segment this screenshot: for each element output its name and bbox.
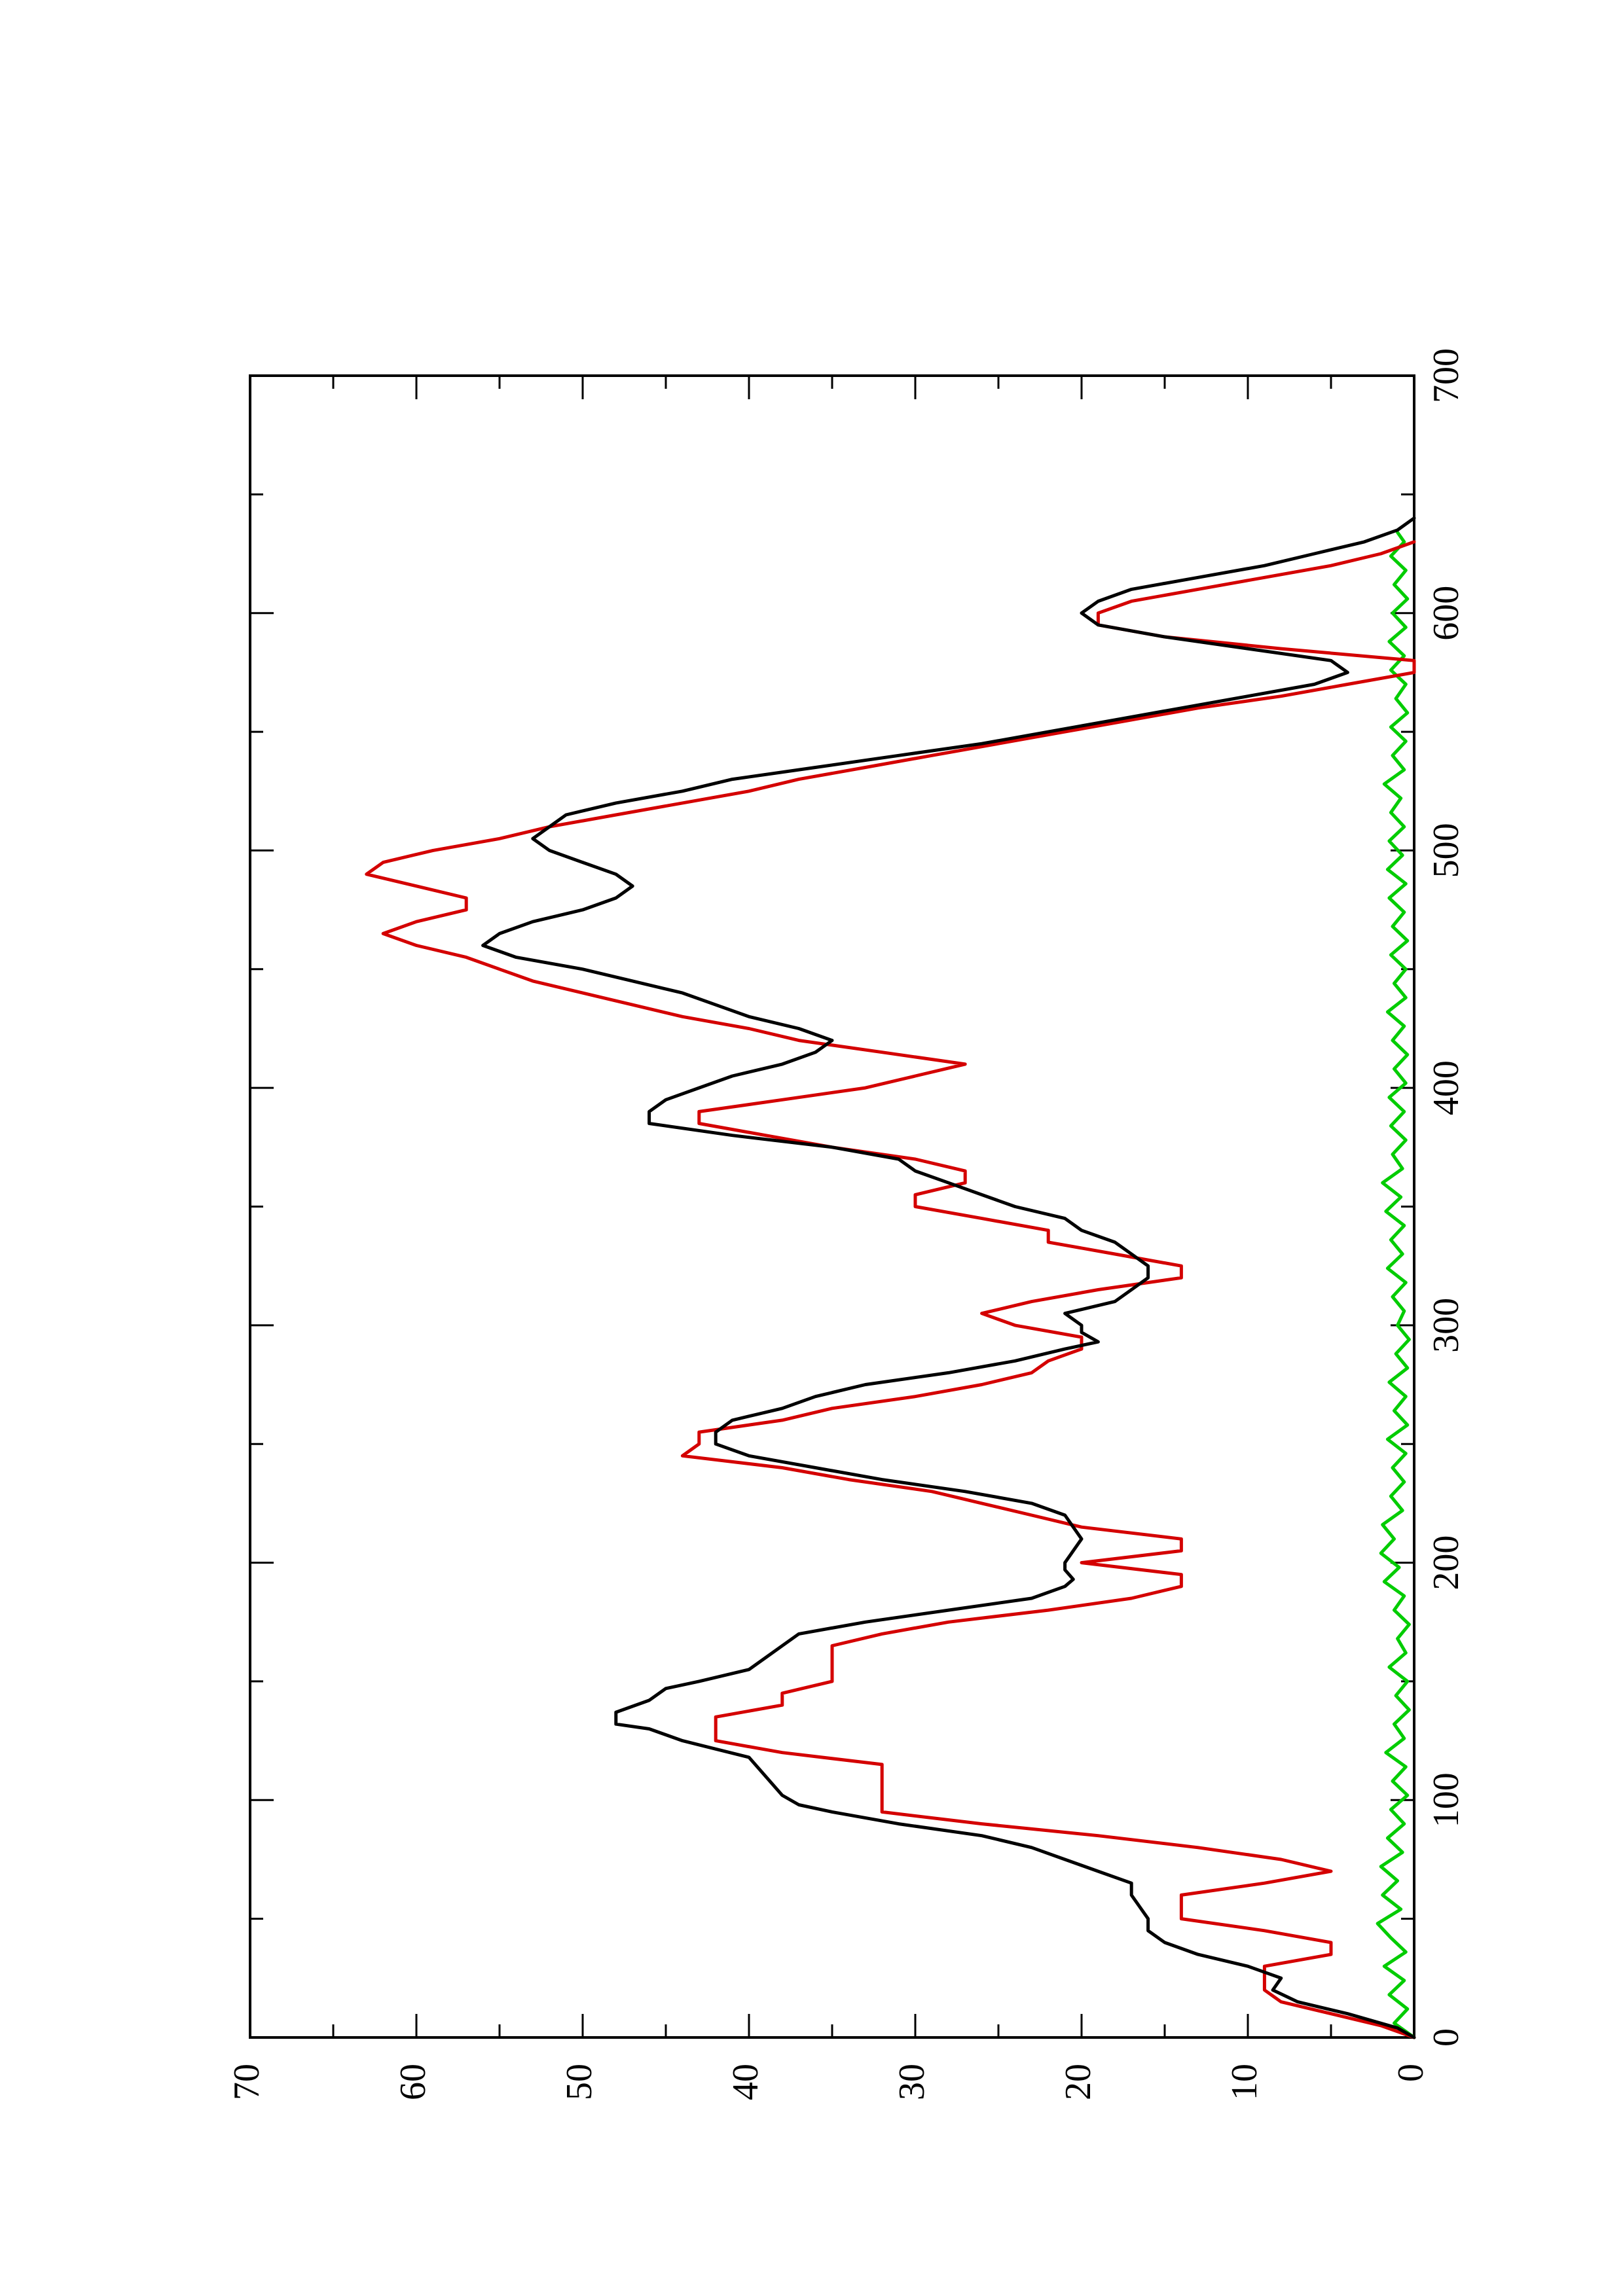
x-tick-label: 0 — [1426, 2028, 1467, 2047]
y-tick-label: 10 — [1224, 2064, 1265, 2100]
y-tick-label: 30 — [892, 2064, 932, 2100]
x-tick-label: 100 — [1426, 1772, 1467, 1827]
y-tick-label: 50 — [559, 2064, 600, 2100]
x-tick-label: 500 — [1426, 823, 1467, 878]
x-tick-label: 200 — [1426, 1535, 1467, 1590]
y-tick-label: 60 — [393, 2064, 433, 2100]
y-tick-label: 70 — [227, 2064, 267, 2100]
x-tick-label: 300 — [1426, 1298, 1467, 1353]
x-tick-label: 400 — [1426, 1060, 1467, 1115]
plot-area: 0 100 200 300 400 500 600 700 0 10 20 30 40 50 60 70 — [227, 348, 1467, 2100]
x-tick-label: 700 — [1426, 348, 1467, 403]
y-tick-label: 40 — [725, 2064, 766, 2100]
y-tick-label: 20 — [1058, 2064, 1099, 2100]
x-tick-label: 600 — [1426, 586, 1467, 641]
series-green-line — [1376, 530, 1416, 2039]
series-red-line — [365, 540, 1416, 2039]
plot-frame — [249, 374, 1415, 2039]
y-tick-label: 0 — [1391, 2064, 1431, 2082]
series-black-line — [481, 516, 1416, 2039]
